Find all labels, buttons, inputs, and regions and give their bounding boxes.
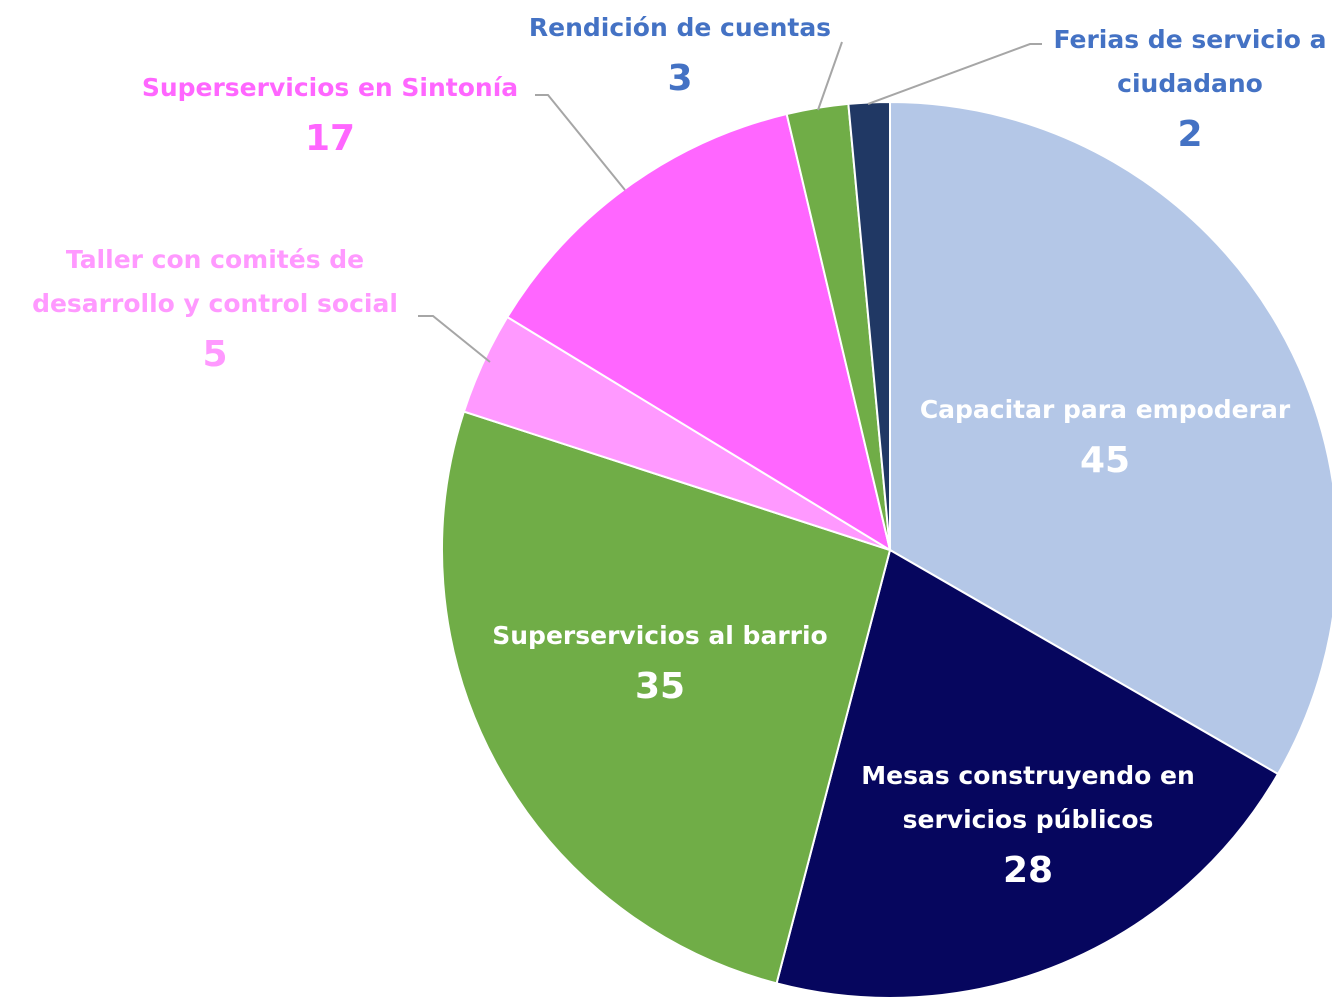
- slice-label: Mesas construyendo en servicios públicos…: [838, 754, 1218, 900]
- category-label: Superservicios en Sintonía: [141, 73, 519, 102]
- value-label: 3: [667, 58, 693, 99]
- value-label: 17: [304, 118, 356, 159]
- pie-slice: [775, 548, 1280, 999]
- slice-label: Superservicios al barrio 35: [460, 614, 860, 716]
- slice-label: Superservicios en Sintonía 17: [110, 66, 550, 168]
- pie-slice: [889, 100, 1332, 776]
- pie-slice: [441, 410, 892, 985]
- leader-line: [867, 43, 1042, 105]
- category-label: Taller con comités de desarrollo y contr…: [32, 245, 398, 318]
- value-label: 2: [1177, 114, 1203, 155]
- value-label: 45: [1079, 440, 1131, 481]
- value-label: 35: [634, 666, 686, 707]
- leader-line: [418, 315, 491, 363]
- leader-line: [535, 94, 626, 191]
- pie-slice: [505, 112, 892, 553]
- category-label: Rendición de cuentas: [528, 13, 832, 42]
- slice-label: Taller con comités de desarrollo y contr…: [5, 238, 425, 384]
- category-label: Capacitar para empoderar: [919, 395, 1291, 424]
- pie-slice: [847, 100, 891, 551]
- leader-line: [817, 41, 843, 111]
- category-label: Mesas construyendo en servicios públicos: [861, 761, 1195, 834]
- value-label: 5: [202, 334, 228, 375]
- category-label: Ferias de servicio a ciudadano: [1053, 25, 1327, 98]
- value-label: 28: [1002, 850, 1054, 891]
- slice-label: Rendición de cuentas 3: [500, 6, 860, 108]
- slice-label: Capacitar para empoderar 45: [895, 388, 1315, 490]
- category-label: Superservicios al barrio: [492, 621, 828, 650]
- slice-label: Ferias de servicio a ciudadano 2: [1040, 18, 1332, 164]
